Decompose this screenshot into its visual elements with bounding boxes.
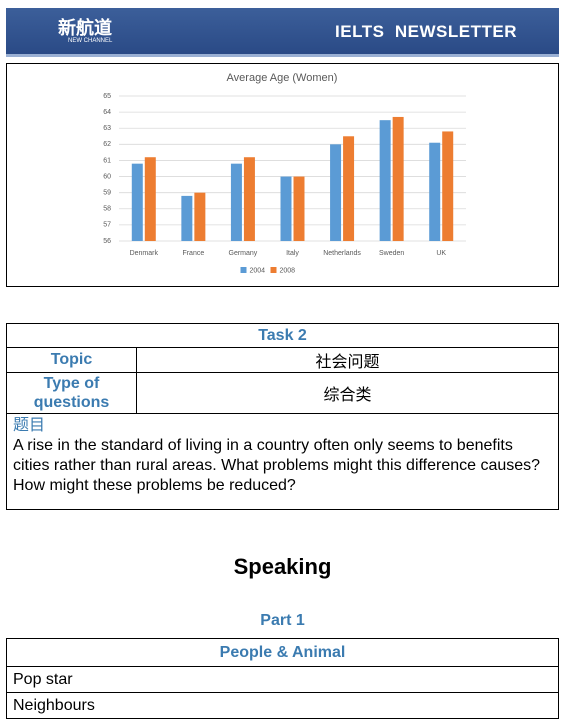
topic-row: Pop star [6, 666, 559, 693]
bar [144, 157, 156, 241]
row-value: 社会问题 [136, 347, 559, 373]
x-tick-label: France [182, 250, 204, 257]
legend-swatch [240, 267, 247, 273]
bar [379, 120, 391, 241]
bar [243, 157, 255, 241]
row-label: Topic [6, 347, 137, 373]
y-tick-label: 58 [103, 206, 111, 213]
task-table: Task 2 Topic 社会问题 Type of questions 综合类 题目… [6, 323, 559, 510]
x-tick-label: Germany [229, 250, 258, 257]
chart-box: Average Age (Women) 56 57 58 59 60 61 62 63 64 65… [6, 63, 559, 287]
row-value: 综合类 [136, 372, 559, 414]
x-tick-label: Sweden [379, 250, 404, 257]
y-tick-label: 62 [103, 141, 111, 148]
chart: Average Age (Women) 56 57 58 59 60 61 62 63 64 65… [103, 72, 466, 274]
bar [194, 192, 206, 241]
x-tick-label: Denmark [130, 250, 159, 257]
bar [230, 163, 242, 241]
x-tick-label: Italy [286, 250, 299, 257]
x-tick-label: UK [436, 250, 446, 257]
y-tick-label: 56 [103, 238, 111, 245]
part-title: Part 1 [260, 612, 305, 629]
y-tick-label: 65 [103, 93, 111, 100]
header-title: IELTS NEWSLETTER [335, 22, 517, 41]
logo-sub: NEW CHANNEL [68, 38, 113, 44]
question-cell: 题目 A rise in the standard of living in a… [6, 413, 559, 510]
bar [330, 144, 342, 241]
topic-table: People & Animal Pop star Neighbours [6, 638, 559, 719]
bar [442, 131, 454, 241]
legend-label: 2008 [280, 267, 296, 274]
topic-row: Neighbours [6, 692, 559, 719]
y-tick-label: 59 [103, 190, 111, 197]
y-tick-label: 61 [103, 157, 111, 164]
x-tick-label: Netherlands [323, 250, 361, 257]
bar [392, 116, 404, 241]
y-tick-label: 60 [103, 173, 111, 180]
bar [131, 163, 143, 241]
bar [181, 195, 193, 241]
row-label: Type of questions [6, 372, 137, 414]
bar [293, 176, 305, 241]
y-tick-label: 63 [103, 125, 111, 132]
task-title: Task 2 [6, 323, 559, 348]
section-title: Speaking [233, 554, 332, 579]
y-tick-label: 57 [103, 222, 111, 229]
bar [343, 136, 355, 241]
question-text: A rise in the standard of living in a co… [13, 437, 541, 494]
topic-title: People & Animal [6, 638, 559, 667]
bar [429, 142, 441, 241]
bar [280, 176, 292, 241]
legend-label: 2004 [250, 267, 266, 274]
legend-swatch [270, 267, 277, 273]
question-label: 题目 [13, 417, 46, 434]
header-bar: 新航道 NEW CHANNEL IELTS NEWSLETTER [6, 8, 559, 57]
chart-title: Average Age (Women) [227, 72, 338, 84]
logo: 新航道 [58, 18, 112, 38]
y-tick-label: 64 [103, 109, 111, 116]
